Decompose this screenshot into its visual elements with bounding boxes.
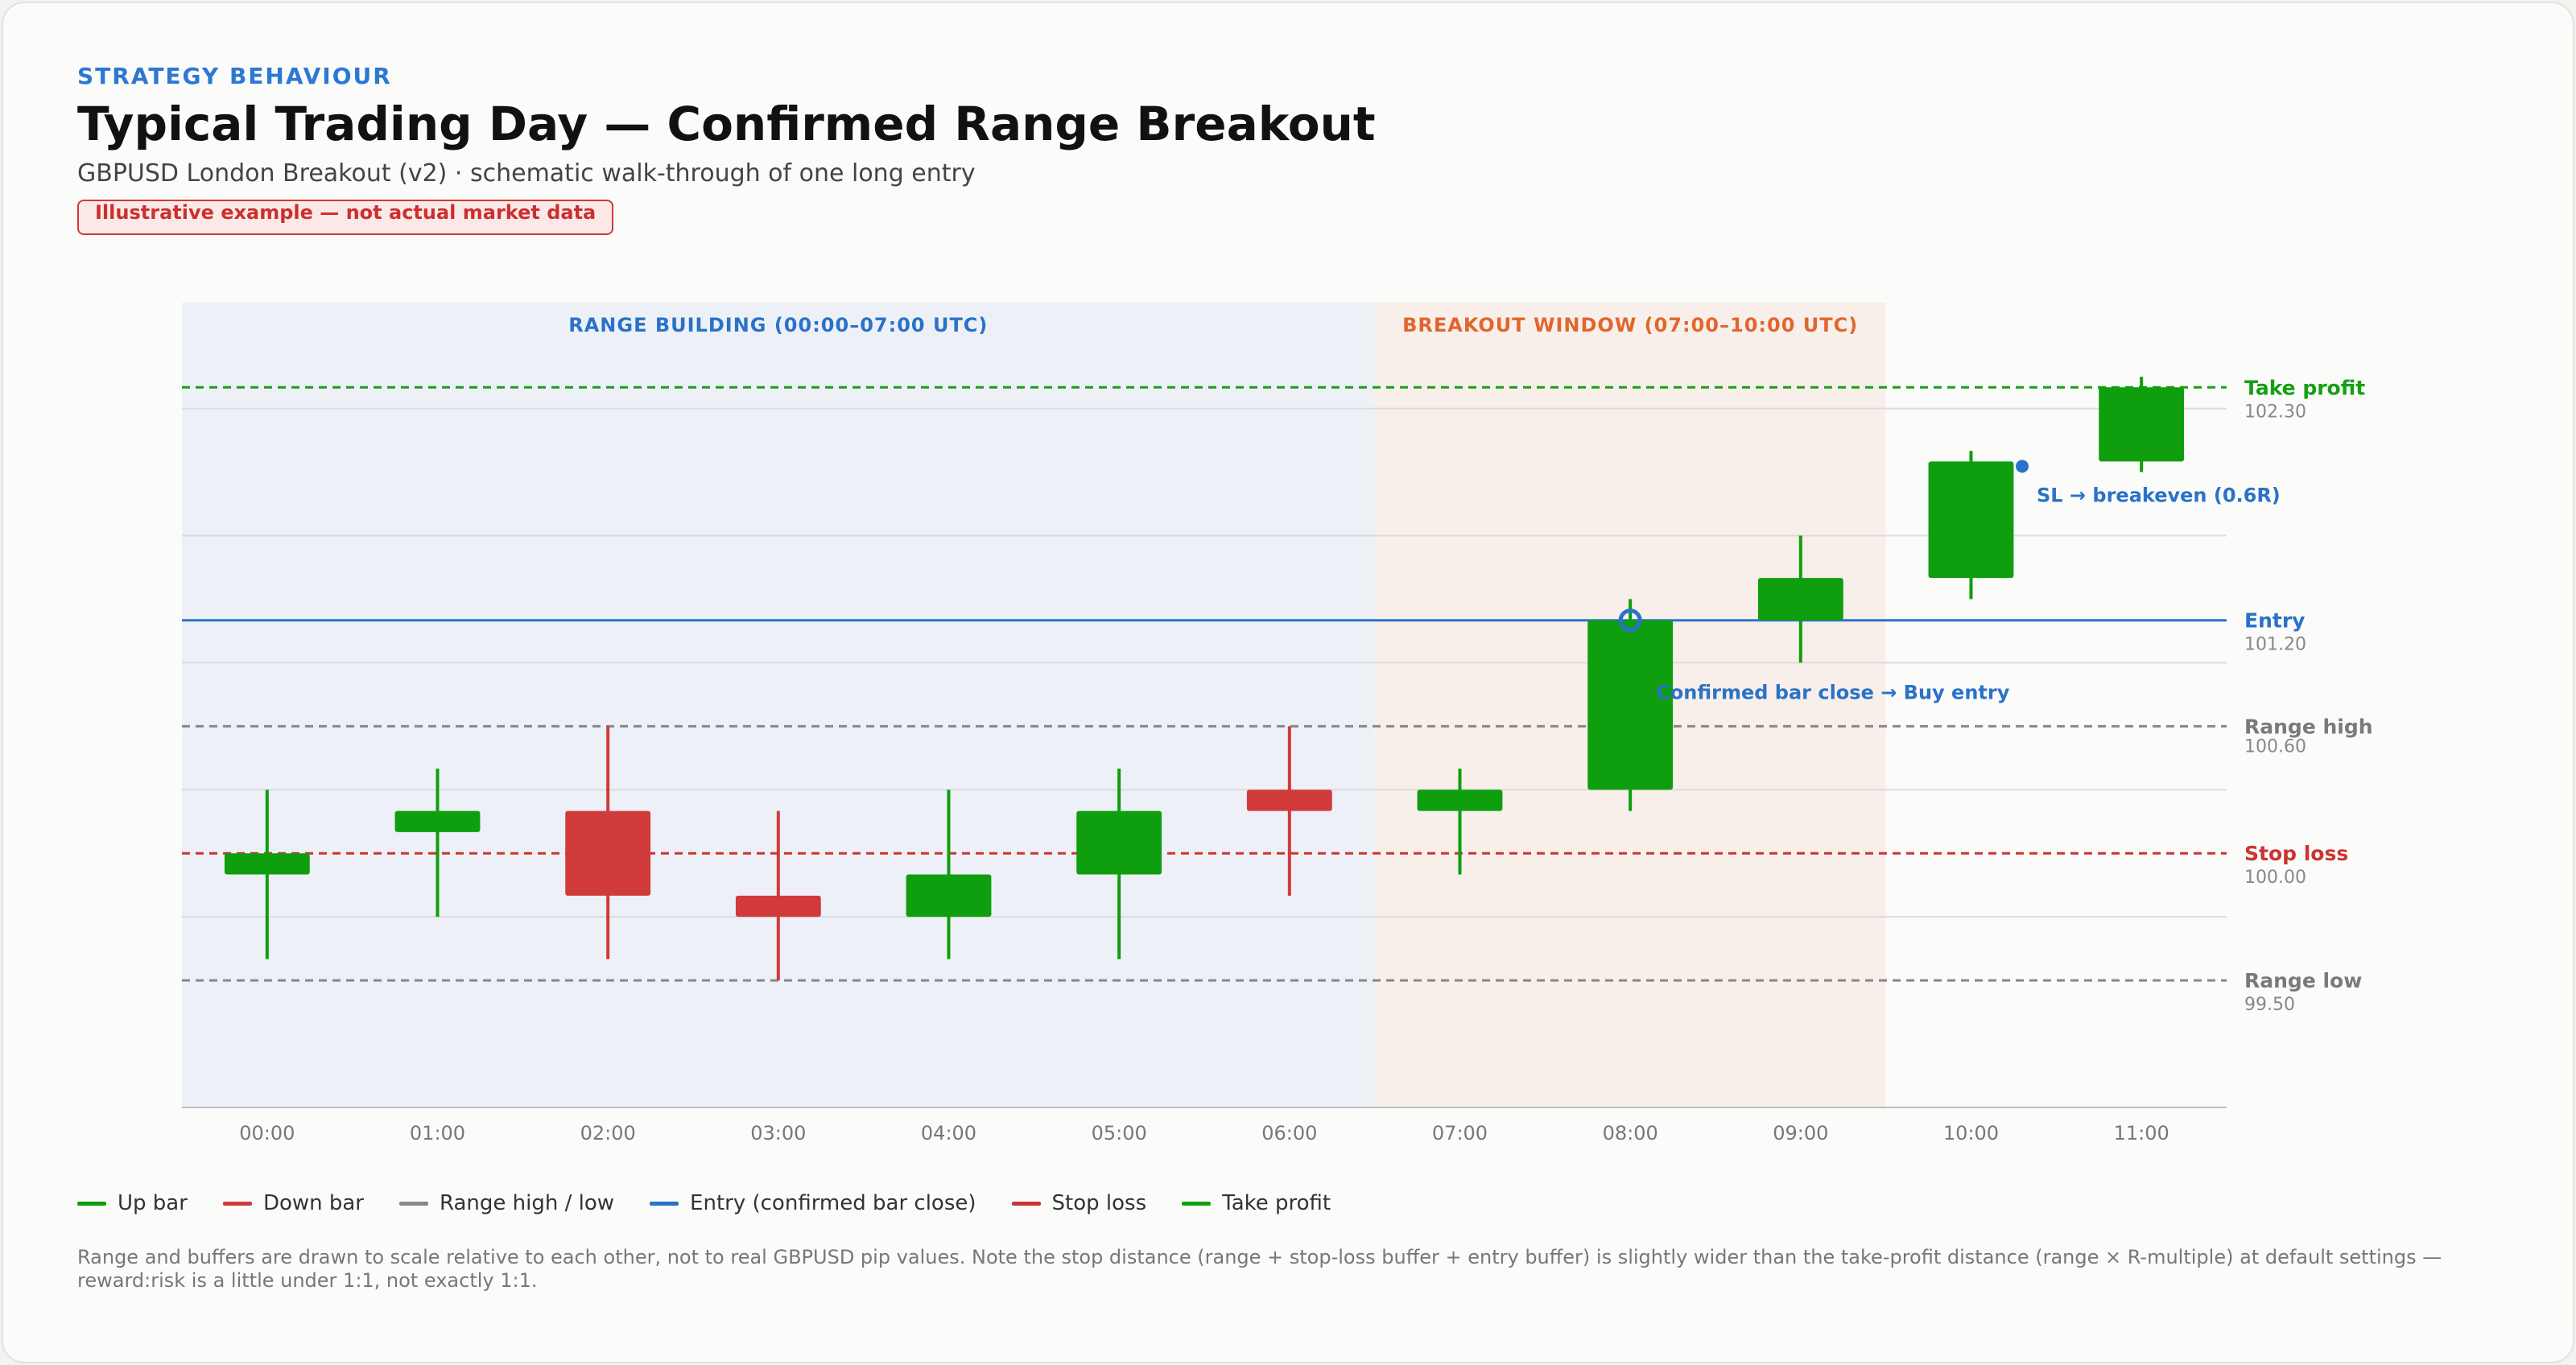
chart-subtitle: GBPUSD London Breakout (v2) · schematic … xyxy=(77,159,976,188)
x-tick-label: 11:00 xyxy=(2114,1122,2169,1144)
level-label-take-profit: Take profit xyxy=(2244,376,2365,399)
legend-label: Range high / low xyxy=(440,1191,615,1215)
level-label-stop-loss: Stop loss xyxy=(2244,842,2348,865)
legend-swatch xyxy=(650,1201,679,1206)
legend-swatch xyxy=(1011,1201,1041,1206)
legend-label: Up bar xyxy=(118,1191,188,1215)
entry-annotation: Confirmed bar close → Buy entry xyxy=(1656,682,2010,704)
level-value-range-low: 99.50 xyxy=(2244,995,2295,1015)
legend-item: Entry (confirmed bar close) xyxy=(650,1191,976,1215)
legend-item: Down bar xyxy=(222,1191,364,1215)
candle-body xyxy=(1928,461,2014,579)
legend-item: Stop loss xyxy=(1011,1191,1147,1215)
x-tick-label: 02:00 xyxy=(580,1122,636,1144)
candle-body xyxy=(1417,790,1503,811)
x-tick-label: 07:00 xyxy=(1432,1122,1488,1144)
candle-body xyxy=(1246,790,1332,811)
level-label-range-low: Range low xyxy=(2244,969,2362,992)
x-tick-label: 03:00 xyxy=(750,1122,806,1144)
legend-swatch xyxy=(1182,1201,1212,1206)
chart-legend: Up bar Down bar Range high / low Entry (con… xyxy=(77,1191,1331,1215)
legend-swatch xyxy=(77,1201,106,1206)
zone-range xyxy=(182,303,1375,1107)
candle-body xyxy=(1757,578,1843,621)
zone-label-range: RANGE BUILDING (00:00–07:00 UTC) xyxy=(568,314,988,336)
legend-label: Stop loss xyxy=(1051,1191,1147,1215)
candle-body xyxy=(1587,620,1674,790)
x-tick-label: 06:00 xyxy=(1261,1122,1317,1144)
section-eyebrow: STRATEGY BEHAVIOUR xyxy=(77,63,392,89)
level-value-take-profit: 102.30 xyxy=(2244,402,2306,422)
x-tick-label: 05:00 xyxy=(1092,1122,1147,1144)
level-label-entry: Entry xyxy=(2244,609,2305,633)
x-tick-label: 09:00 xyxy=(1773,1122,1828,1144)
legend-item: Range high / low xyxy=(399,1191,614,1215)
candle-body xyxy=(1076,810,1162,875)
breakeven-annotation: SL → breakeven (0.6R) xyxy=(2037,484,2281,506)
x-tick-label: 01:00 xyxy=(410,1122,465,1144)
x-tick-label: 00:00 xyxy=(239,1122,295,1144)
level-value-range-high: 100.60 xyxy=(2244,737,2306,757)
entry-marker xyxy=(1618,608,1642,633)
candle-body xyxy=(565,810,651,896)
legend-label: Entry (confirmed bar close) xyxy=(690,1191,976,1215)
legend-item: Up bar xyxy=(77,1191,188,1215)
legend-label: Take profit xyxy=(1222,1191,1331,1215)
x-tick-label: 04:00 xyxy=(921,1122,976,1144)
level-value-stop-loss: 100.00 xyxy=(2244,868,2306,888)
level-value-entry: 101.20 xyxy=(2244,635,2306,655)
level-label-range-high: Range high xyxy=(2244,715,2373,738)
x-tick-label: 10:00 xyxy=(1943,1122,1999,1144)
candle-body xyxy=(224,853,310,875)
zone-label-breakout: BREAKOUT WINDOW (07:00–10:00 UTC) xyxy=(1402,314,1858,336)
x-tick-label: 08:00 xyxy=(1603,1122,1658,1144)
chart-title: Typical Trading Day — Confirmed Range Br… xyxy=(77,97,1376,151)
candle-body xyxy=(2099,387,2185,462)
candle-body xyxy=(394,810,481,832)
footnote: Range and buffers are drawn to scale rel… xyxy=(77,1246,2442,1292)
candle-body xyxy=(735,895,821,918)
legend-item: Take profit xyxy=(1182,1191,1331,1215)
illustrative-badge: Illustrative example — not actual market… xyxy=(77,200,614,235)
legend-swatch xyxy=(222,1201,252,1206)
legend-label: Down bar xyxy=(262,1191,364,1215)
breakeven-marker xyxy=(2016,460,2029,473)
candle-body xyxy=(906,874,992,918)
legend-swatch xyxy=(399,1201,428,1206)
